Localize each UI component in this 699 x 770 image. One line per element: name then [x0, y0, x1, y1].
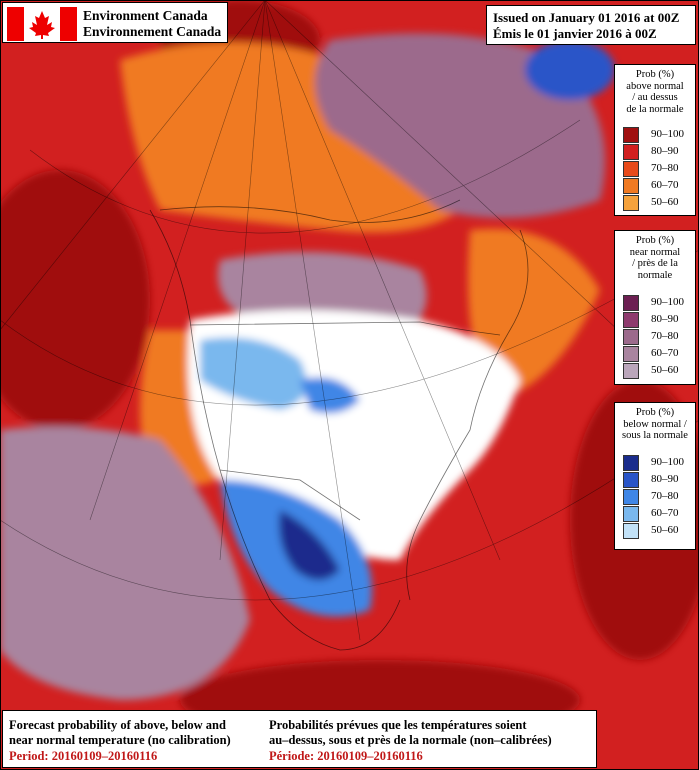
coastline-atlantic [406, 229, 529, 601]
legend-near-title-4: normale [637, 269, 673, 281]
legend-below-title-3: sous la normale [622, 430, 688, 441]
graticule-meridian [264, 0, 651, 361]
legend-above-swatch [623, 144, 639, 160]
legend-near-label: 50–60 [651, 364, 679, 376]
issued-fr: Émis le 01 janvier 2016 à 00Z [493, 26, 657, 41]
legend-near-normal: Prob (%) near normal / près de la normal… [614, 230, 696, 385]
graticule-parallel [29, 119, 581, 234]
legend-below-label: 70–80 [651, 490, 679, 502]
forecast-caption: Forecast probability of above, below and… [2, 710, 597, 768]
legend-near-swatch [623, 363, 639, 379]
coastline-pacific [149, 209, 401, 651]
legend-above-title-1: Prob (%) [635, 69, 675, 80]
legend-below-swatch [623, 455, 639, 471]
region-above-90-west [0, 170, 150, 430]
region-near-pacific [0, 426, 250, 700]
legend-below-swatch [623, 472, 639, 488]
legend-near-title-2: near normal [629, 246, 681, 258]
graticule-meridian [219, 0, 266, 561]
legend-below-title-2: below normal / [623, 418, 687, 430]
legend-below-swatch [623, 523, 639, 539]
legend-near-title-3: / près de la [632, 258, 678, 269]
legend-below-label: 80–90 [651, 473, 679, 485]
legend-near-label: 90–100 [651, 296, 684, 308]
legend-above-normal: Prob (%) above normal / au dessus de la … [614, 64, 696, 216]
region-below-plains [200, 337, 307, 410]
legend-below-swatch [623, 489, 639, 505]
legend-near-swatch [623, 295, 639, 311]
legend-near-title-1: Prob (%) [635, 235, 675, 246]
legend-near-swatch [623, 312, 639, 328]
coastline-arctic [159, 199, 461, 223]
caption-fr-line1: Probabilités prévues que les température… [269, 718, 527, 732]
graticule-parallel [0, 419, 699, 601]
legend-near-label: 70–80 [651, 330, 679, 342]
legend-below-label: 60–70 [651, 507, 679, 519]
legend-near-swatch [623, 329, 639, 345]
caption-en-line2: near normal temperature (no calibration) [9, 733, 231, 747]
legend-above-title-3: / au dessus [632, 92, 678, 103]
legend-above-label: 50–60 [651, 196, 679, 208]
legend-near-label: 60–70 [651, 347, 679, 359]
legend-above-title-4: de la normale [626, 103, 684, 115]
graticule-meridian [89, 0, 266, 521]
caption-en-line1: Forecast probability of above, below and [9, 718, 226, 732]
legend-near-label: 80–90 [651, 313, 679, 325]
border-canada-usa [189, 321, 501, 336]
agency-name-en: Environment Canada [83, 8, 208, 23]
legend-below-swatch [623, 506, 639, 522]
legend-below-normal: Prob (%) below normal / sous la normale … [614, 402, 696, 550]
graticule-meridian [264, 0, 501, 561]
canada-flag-icon [7, 7, 77, 41]
legend-above-label: 90–100 [651, 128, 684, 140]
region-below-core [279, 510, 340, 580]
legend-above-title-2: above normal [626, 80, 684, 92]
agency-branding: Environment Canada Environnement Canada [2, 2, 228, 43]
legend-above-label: 60–70 [651, 179, 679, 191]
legend-above-label: 80–90 [651, 145, 679, 157]
graticule-meridian [264, 0, 361, 641]
legend-below-label: 50–60 [651, 524, 679, 536]
legend-above-swatch [623, 161, 639, 177]
legend-above-label: 70–80 [651, 162, 679, 174]
caption-fr-period: Période: 20160109–20160116 [269, 749, 423, 763]
region-below-central [300, 377, 360, 414]
legend-above-swatch [623, 178, 639, 194]
agency-name-fr: Environnement Canada [83, 24, 222, 39]
border-usa-mexico [219, 469, 361, 521]
legend-near-swatch [623, 346, 639, 362]
graticule-meridian [0, 0, 266, 331]
issued-en: Issued on January 01 2016 at 00Z [493, 10, 680, 25]
legend-below-title-1: Prob (%) [635, 407, 675, 418]
legend-above-swatch [623, 127, 639, 143]
issue-date-box: Issued on January 01 2016 at 00Z Émis le… [486, 5, 696, 45]
region-below-north-atlantic [525, 40, 615, 100]
legend-below-label: 90–100 [651, 456, 684, 468]
caption-fr-line2: au–dessus, sous et près de la normale (n… [269, 733, 552, 747]
legend-above-swatch [623, 195, 639, 211]
graticule-parallel [0, 249, 699, 406]
caption-en-period: Period: 20160109–20160116 [9, 749, 158, 763]
